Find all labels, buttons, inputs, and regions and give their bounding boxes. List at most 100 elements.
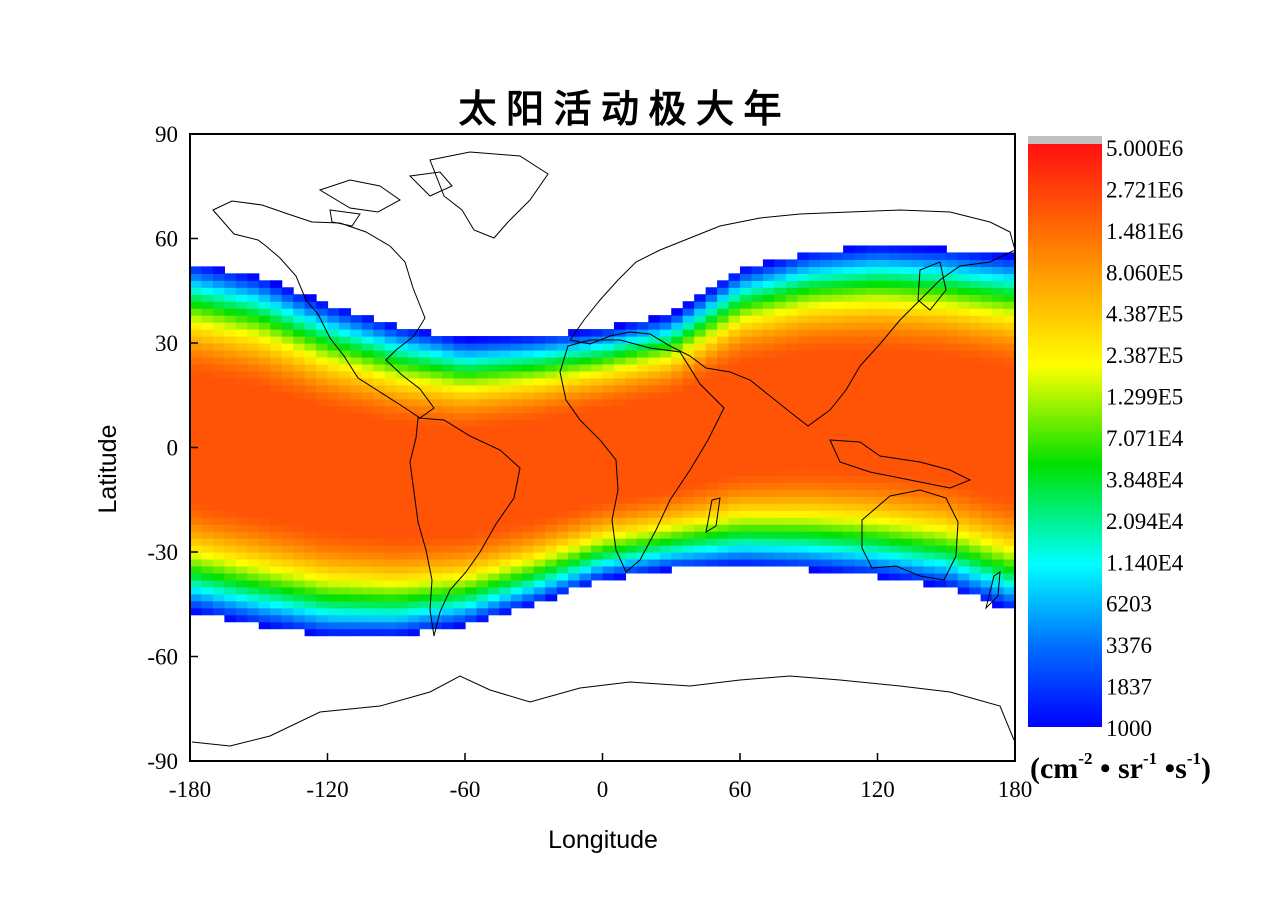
heatmap-cell <box>465 552 478 560</box>
heatmap-cell <box>934 475 947 483</box>
heatmap-cell <box>361 607 374 616</box>
unit-exp-sr: -1 <box>1143 749 1157 768</box>
heatmap-cell <box>682 510 695 518</box>
coast-europe-asia <box>569 209 1015 427</box>
heatmap-cell <box>705 336 718 344</box>
heatmap-cell <box>648 315 661 323</box>
heatmap-cell <box>751 294 764 302</box>
heatmap-cell <box>957 370 970 379</box>
heatmap-cell <box>648 419 661 428</box>
heatmap-cell <box>510 405 523 414</box>
heatmap-cell <box>911 454 924 463</box>
heatmap-cell <box>304 565 317 574</box>
heatmap-cell <box>613 433 627 442</box>
heatmap-cell <box>866 273 879 281</box>
heatmap-cell <box>407 426 420 435</box>
heatmap-cell <box>510 454 523 463</box>
heatmap-cell <box>900 572 913 581</box>
heatmap-cell <box>407 412 420 421</box>
heatmap-cell <box>270 510 283 518</box>
chart-title: 太 阳 活 动 极 大 年 <box>458 89 781 131</box>
heatmap-cell <box>361 412 374 421</box>
heatmap-cell <box>407 531 420 539</box>
heatmap-cell <box>442 482 455 490</box>
heatmap-cell <box>270 336 283 344</box>
y-tick-label: 90 <box>155 122 178 147</box>
heatmap-cell <box>522 552 535 560</box>
heatmap-cell <box>350 558 363 567</box>
heatmap-cell <box>888 315 902 323</box>
heatmap-cell <box>888 503 902 511</box>
heatmap-cell <box>258 363 271 372</box>
heatmap-cell <box>556 398 569 407</box>
heatmap-cell <box>212 315 225 323</box>
heatmap-cell <box>946 280 959 288</box>
heatmap-cell <box>969 510 982 518</box>
heatmap-cell <box>911 503 924 511</box>
heatmap-cell <box>705 531 718 539</box>
heatmap-cell <box>338 384 352 393</box>
heatmap-cell <box>465 461 478 469</box>
heatmap-cell <box>430 531 443 539</box>
heatmap-cell <box>270 426 283 435</box>
heatmap-cell <box>396 524 409 532</box>
heatmap-cell <box>281 572 294 581</box>
heatmap-cell <box>969 412 982 421</box>
heatmap-cell <box>270 398 283 407</box>
heatmap-cell <box>545 468 558 476</box>
heatmap-cell <box>212 280 225 288</box>
heatmap-cell <box>327 517 340 525</box>
heatmap-cell <box>396 398 409 407</box>
heatmap-cell <box>247 572 260 581</box>
heatmap-cell <box>797 531 810 539</box>
heatmap-cell <box>533 349 546 358</box>
heatmap-cell <box>224 600 237 609</box>
heatmap-cell <box>1003 545 1015 553</box>
heatmap-cell <box>877 503 890 511</box>
heatmap-cell <box>762 517 775 525</box>
heatmap-cell <box>785 343 798 351</box>
heatmap-cell <box>190 440 203 449</box>
heatmap-cell <box>499 391 512 400</box>
heatmap-cell <box>866 356 879 365</box>
heatmap-cell <box>316 440 329 449</box>
heatmap-cell <box>648 322 661 330</box>
heatmap-cell <box>201 545 214 553</box>
heatmap-cell <box>636 391 649 400</box>
heatmap-cell <box>728 558 741 567</box>
heatmap-cell <box>293 517 306 525</box>
heatmap-cell <box>682 433 695 442</box>
heatmap-cell <box>499 454 512 463</box>
heatmap-cell <box>854 565 867 574</box>
heatmap-cell <box>453 363 466 372</box>
heatmap-cell <box>407 482 420 490</box>
heatmap-cell <box>212 489 225 497</box>
heatmap-cell <box>270 315 283 323</box>
heatmap-cell <box>499 517 512 525</box>
x-tick-label: 180 <box>998 777 1033 802</box>
heatmap-cell <box>866 510 879 518</box>
heatmap-cell <box>396 447 409 456</box>
heatmap-cell <box>969 440 982 449</box>
heatmap-cell <box>911 343 924 351</box>
heatmap-cell <box>499 419 512 428</box>
heatmap-cell <box>866 454 879 463</box>
heatmap-cell <box>946 336 959 344</box>
heatmap-cell <box>568 468 581 476</box>
heatmap-cell <box>682 426 695 435</box>
heatmap-cell <box>361 349 374 358</box>
heatmap-cell <box>499 440 512 449</box>
heatmap-cell <box>396 510 409 518</box>
heatmap-cell <box>980 343 993 351</box>
heatmap-cell <box>510 572 523 581</box>
heatmap-cell <box>568 524 581 532</box>
heatmap-cell <box>980 440 993 449</box>
heatmap-cell <box>980 468 993 476</box>
heatmap-cell <box>613 426 627 435</box>
heatmap-cell <box>728 524 741 532</box>
heatmap-cell <box>270 565 283 574</box>
heatmap-cell <box>316 621 329 630</box>
heatmap-cell <box>625 552 638 560</box>
heatmap-cell <box>293 294 306 302</box>
heatmap-cell <box>442 405 455 414</box>
